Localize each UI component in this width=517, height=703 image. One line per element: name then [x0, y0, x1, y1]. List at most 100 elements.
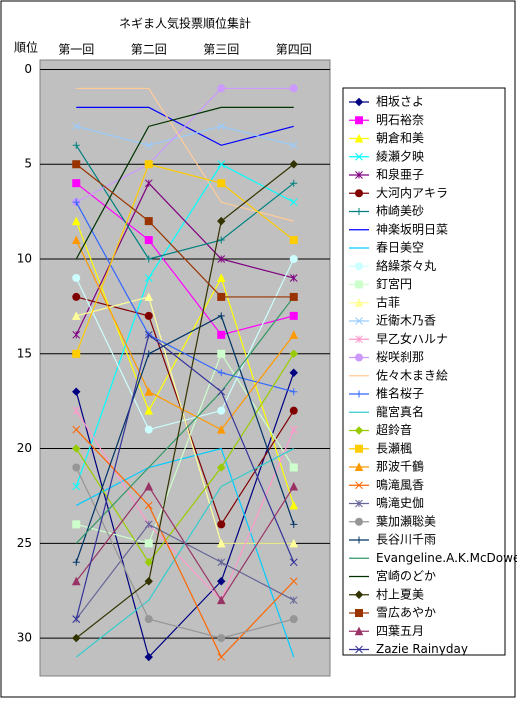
marker: [72, 615, 81, 623]
legend-label: 葉加瀬聡美: [376, 514, 436, 528]
marker: [217, 577, 226, 586]
marker: [144, 236, 153, 245]
legend-label: 近衛木乃香: [376, 314, 436, 328]
legend-label: 春日美空: [376, 241, 424, 255]
marker: [355, 317, 363, 325]
marker: [145, 255, 153, 263]
marker: [289, 198, 298, 207]
marker: [72, 273, 81, 282]
marker: [144, 520, 153, 529]
legend-label: 宮崎のどか: [376, 568, 436, 583]
x-tick-label: 第四回: [276, 43, 312, 57]
legend-label: 那波千鶴: [376, 459, 424, 474]
marker: [355, 499, 363, 508]
y-tick-label: 10: [17, 252, 32, 266]
marker: [72, 198, 80, 206]
series-line: [75, 163, 295, 354]
marker: [72, 387, 81, 396]
series-line: [75, 333, 295, 620]
marker: [289, 236, 298, 245]
series-line: [75, 485, 295, 602]
marker: [144, 615, 153, 624]
legend-label: 明石裕奈: [376, 112, 424, 127]
marker: [144, 179, 153, 188]
plot-area: [39, 59, 331, 677]
marker: [217, 160, 226, 169]
legend-label: 村上夏美: [376, 587, 424, 601]
legend: [342, 87, 506, 656]
marker: [72, 463, 81, 472]
series-line: [75, 296, 295, 544]
legend-label: 朝倉和美: [376, 130, 424, 145]
marker: [355, 280, 363, 289]
marker: [217, 312, 225, 320]
marker: [217, 292, 226, 301]
legend-label: 相坂さよ: [376, 95, 424, 109]
marker: [355, 444, 363, 453]
marker: [144, 501, 153, 510]
legend-label: 神楽坂明日菜: [376, 222, 448, 236]
marker: [290, 520, 298, 528]
x-tick-label: 第二回: [131, 43, 167, 57]
marker: [289, 349, 298, 358]
marker: [144, 217, 153, 226]
marker: [289, 500, 299, 510]
marker: [72, 179, 81, 188]
marker: [217, 653, 226, 661]
marker: [144, 311, 153, 320]
marker: [355, 208, 363, 215]
marker: [72, 122, 81, 131]
marker: [72, 292, 81, 301]
marker: [289, 596, 298, 605]
series-line: [75, 447, 295, 658]
marker: [217, 406, 226, 415]
legend-label: 釘宮円: [376, 276, 412, 291]
marker: [354, 626, 364, 636]
legend-label: 綾瀬夕映: [376, 148, 424, 163]
marker: [217, 369, 225, 377]
legend-label: 椎名桜子: [376, 386, 424, 401]
marker: [289, 368, 298, 377]
marker: [72, 406, 81, 415]
legend-label: 鳴滝風香: [376, 478, 424, 492]
marker: [71, 576, 81, 586]
marker: [354, 462, 364, 471]
legend-label: 柿崎美砂: [376, 203, 424, 218]
marker: [217, 122, 226, 131]
legend-label: 佐々木まき絵: [376, 367, 448, 382]
marker: [354, 133, 364, 143]
marker: [355, 152, 363, 161]
legend-label: 鳴滝史伽: [376, 495, 424, 510]
legend-label: 四葉五月: [376, 624, 424, 638]
marker: [290, 388, 298, 396]
marker: [144, 577, 153, 586]
y-tick-label: 0: [24, 62, 32, 76]
marker: [71, 235, 81, 245]
x-tick-label: 第一回: [58, 43, 94, 57]
marker: [289, 463, 298, 472]
marker: [144, 558, 153, 567]
marker: [216, 538, 226, 548]
marker: [354, 97, 364, 107]
marker: [355, 335, 363, 344]
series-line: [75, 315, 295, 563]
series-line: [75, 163, 294, 298]
legend-label: 龍宮真名: [376, 404, 424, 419]
legend-label: 長谷川千雨: [376, 533, 436, 547]
marker: [217, 216, 226, 226]
marker: [355, 517, 363, 526]
legend-label: 大河内アキラ: [376, 186, 448, 200]
legend-label: 長瀬楓: [376, 440, 412, 455]
series-line: [75, 429, 295, 659]
series-line: [75, 239, 295, 431]
marker: [72, 330, 81, 339]
marker: [217, 255, 226, 263]
marker: [289, 538, 299, 548]
marker: [289, 615, 298, 624]
chart-title: ネギま人気投票順位集計: [119, 16, 251, 31]
legend-label: 古菲: [376, 294, 400, 309]
legend-label: Zazie Rainyday: [376, 642, 468, 656]
marker: [144, 330, 153, 339]
marker: [290, 179, 298, 187]
marker: [355, 609, 363, 617]
